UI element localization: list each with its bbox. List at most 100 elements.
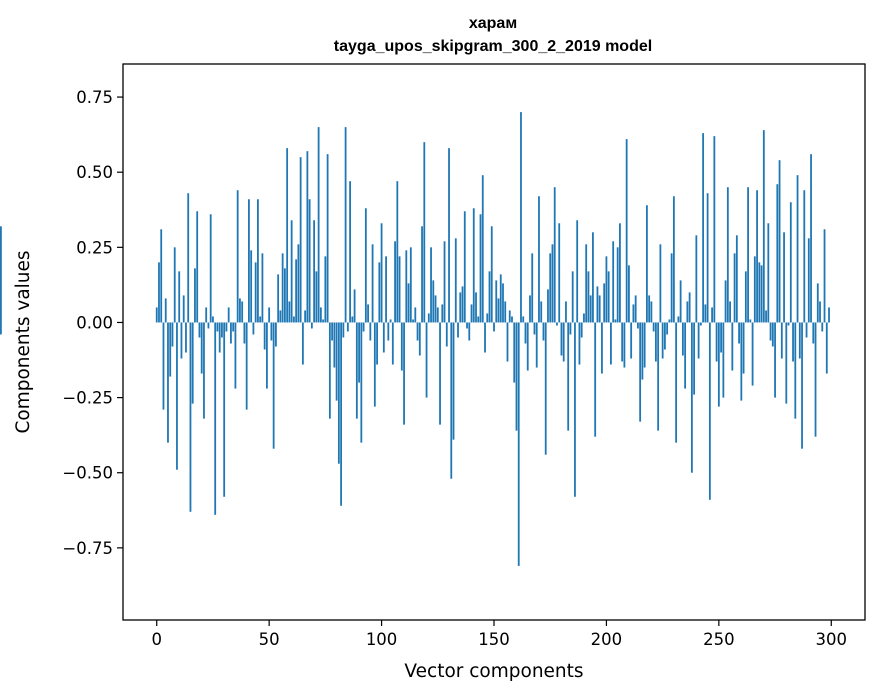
bar-173 <box>544 322 547 455</box>
y-tick-label: 0.00 <box>76 313 113 332</box>
bar-135 <box>459 292 462 323</box>
bar-136 <box>461 286 464 323</box>
bar-294 <box>816 283 819 323</box>
bar-75 <box>324 256 327 323</box>
bar-18 <box>196 211 199 323</box>
bar-118 <box>421 226 423 323</box>
bar-204 <box>614 319 617 323</box>
bar-9 <box>176 322 178 470</box>
bar-111 <box>405 250 408 323</box>
bar-186 <box>574 322 576 497</box>
bar-279 <box>783 232 785 323</box>
bar-260 <box>740 322 743 401</box>
bar-211 <box>630 322 633 359</box>
bar-98 <box>376 322 378 365</box>
bar-95 <box>369 322 372 341</box>
bar-197 <box>598 295 601 323</box>
bar-289 <box>805 322 808 338</box>
x-tick-label: 250 <box>703 630 735 649</box>
bar-11 <box>180 322 183 359</box>
bar-69 <box>310 322 313 329</box>
x-tick-label: 0 <box>151 630 162 649</box>
bar-64 <box>299 157 302 323</box>
y-tick-label: −0.25 <box>62 389 113 408</box>
bar-51 <box>270 322 273 341</box>
bar-166 <box>529 295 531 323</box>
bar-296 <box>821 322 824 332</box>
bar-217 <box>643 322 646 368</box>
bar-145 <box>481 175 484 323</box>
x-axis: 0 50 100 150 200 250 300 <box>151 620 847 649</box>
x-tick-label: 50 <box>259 630 280 649</box>
bar-87 <box>351 316 354 323</box>
bar-230 <box>672 196 675 323</box>
bar-138 <box>466 322 468 329</box>
bar-263 <box>747 187 749 323</box>
bar-139 <box>468 322 471 341</box>
bar-63 <box>297 244 300 323</box>
bar-155 <box>504 301 507 323</box>
bar-275 <box>774 322 776 398</box>
bar-40 <box>245 322 248 410</box>
y-tick-label: 0.75 <box>76 88 113 107</box>
bar-74 <box>322 319 325 323</box>
bar-103 <box>387 322 390 341</box>
bar-278 <box>780 322 783 359</box>
bar-277 <box>778 160 781 323</box>
bar-185 <box>571 271 574 323</box>
bar-132 <box>452 322 455 440</box>
bar-198 <box>601 322 603 374</box>
x-axis-label: Vector components <box>404 661 583 682</box>
bar-10 <box>178 271 181 323</box>
bar-276 <box>776 184 779 323</box>
bar-8 <box>173 247 176 323</box>
bar-16 <box>191 322 194 404</box>
bar-253 <box>724 280 727 323</box>
bar-61 <box>292 316 295 323</box>
bar-133 <box>454 238 457 323</box>
bar-14 <box>187 193 190 323</box>
bar-206 <box>619 223 621 323</box>
bar-223 <box>657 322 660 431</box>
bar-177 <box>553 187 556 323</box>
bar-122 <box>430 247 432 323</box>
y-tick-label: −0.75 <box>62 539 113 558</box>
bar-290 <box>807 238 810 323</box>
bar-126 <box>439 322 441 425</box>
bar-161 <box>517 322 520 566</box>
bar-23 <box>207 322 210 329</box>
bar-225 <box>661 322 664 359</box>
bar-137 <box>463 211 466 323</box>
bar-92 <box>362 322 365 332</box>
bar-181 <box>562 322 565 362</box>
bar-66 <box>304 310 307 323</box>
bar-266 <box>753 256 756 323</box>
bar-80 <box>335 322 338 401</box>
bar-38 <box>241 301 244 323</box>
bar-140 <box>470 304 473 323</box>
bar-168 <box>533 322 536 335</box>
bar-70 <box>313 220 316 323</box>
chart-title: харам <box>469 15 517 32</box>
bar-259 <box>738 322 740 344</box>
bar-110 <box>403 322 405 425</box>
plot-frame <box>122 63 866 621</box>
bar-141 <box>472 208 475 323</box>
bar-235 <box>684 322 687 389</box>
bar-182 <box>565 301 567 323</box>
bar-285 <box>796 175 799 323</box>
bar-256 <box>731 322 734 371</box>
bar-242 <box>699 322 702 326</box>
bar-130 <box>448 148 450 323</box>
bar-243 <box>702 133 705 323</box>
bar-280 <box>785 322 788 404</box>
bar-100 <box>380 223 383 323</box>
bar-29 <box>221 322 223 338</box>
chart-subtitle: tayga_upos_skipgram_300_2_2019 model <box>334 38 652 55</box>
bar-34 <box>232 322 235 332</box>
bar-252 <box>722 322 725 398</box>
bar-58 <box>286 148 289 323</box>
bar-79 <box>333 322 336 368</box>
bar-192 <box>587 271 590 323</box>
bar-106 <box>394 241 396 323</box>
